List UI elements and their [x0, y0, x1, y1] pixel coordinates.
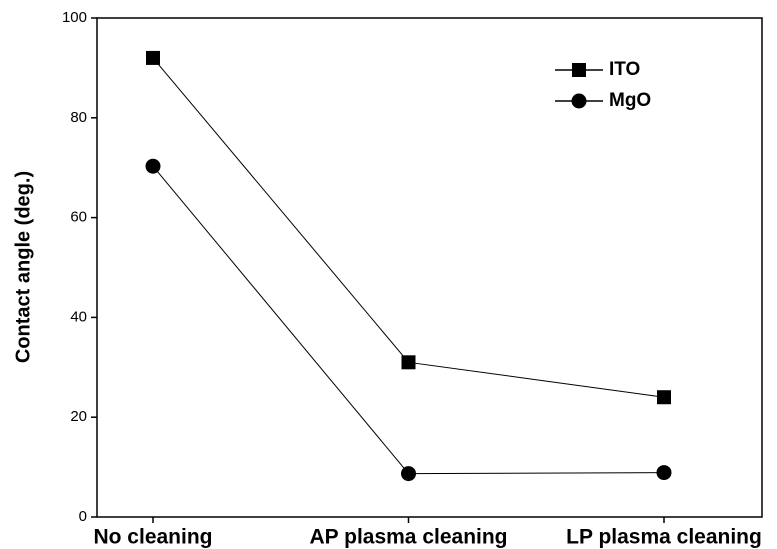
legend-label: ITO — [609, 59, 640, 80]
plot-frame — [96, 17, 763, 518]
y-tick-label: 80 — [70, 109, 87, 126]
y-tick-label: 0 — [79, 508, 87, 525]
y-axis-title: Contact angle (deg.) — [12, 171, 34, 363]
marker — [572, 63, 586, 77]
marker — [571, 93, 587, 109]
marker — [146, 50, 160, 65]
marker — [656, 465, 672, 481]
y-tick-label: 20 — [70, 408, 87, 425]
marker — [657, 390, 671, 405]
x-tick-label: No cleaning — [93, 526, 212, 549]
y-tick-label: 40 — [70, 308, 87, 325]
series-line — [152, 57, 665, 398]
x-tick-label: LP plasma cleaning — [566, 526, 762, 549]
x-tick-label: AP plasma cleaning — [309, 526, 507, 549]
y-tick-label: 100 — [62, 9, 87, 26]
marker — [145, 158, 161, 174]
marker — [401, 355, 416, 370]
series-line — [152, 165, 665, 475]
legend-label: MgO — [609, 90, 651, 111]
y-tick-label: 60 — [70, 209, 87, 226]
marker — [401, 466, 416, 482]
